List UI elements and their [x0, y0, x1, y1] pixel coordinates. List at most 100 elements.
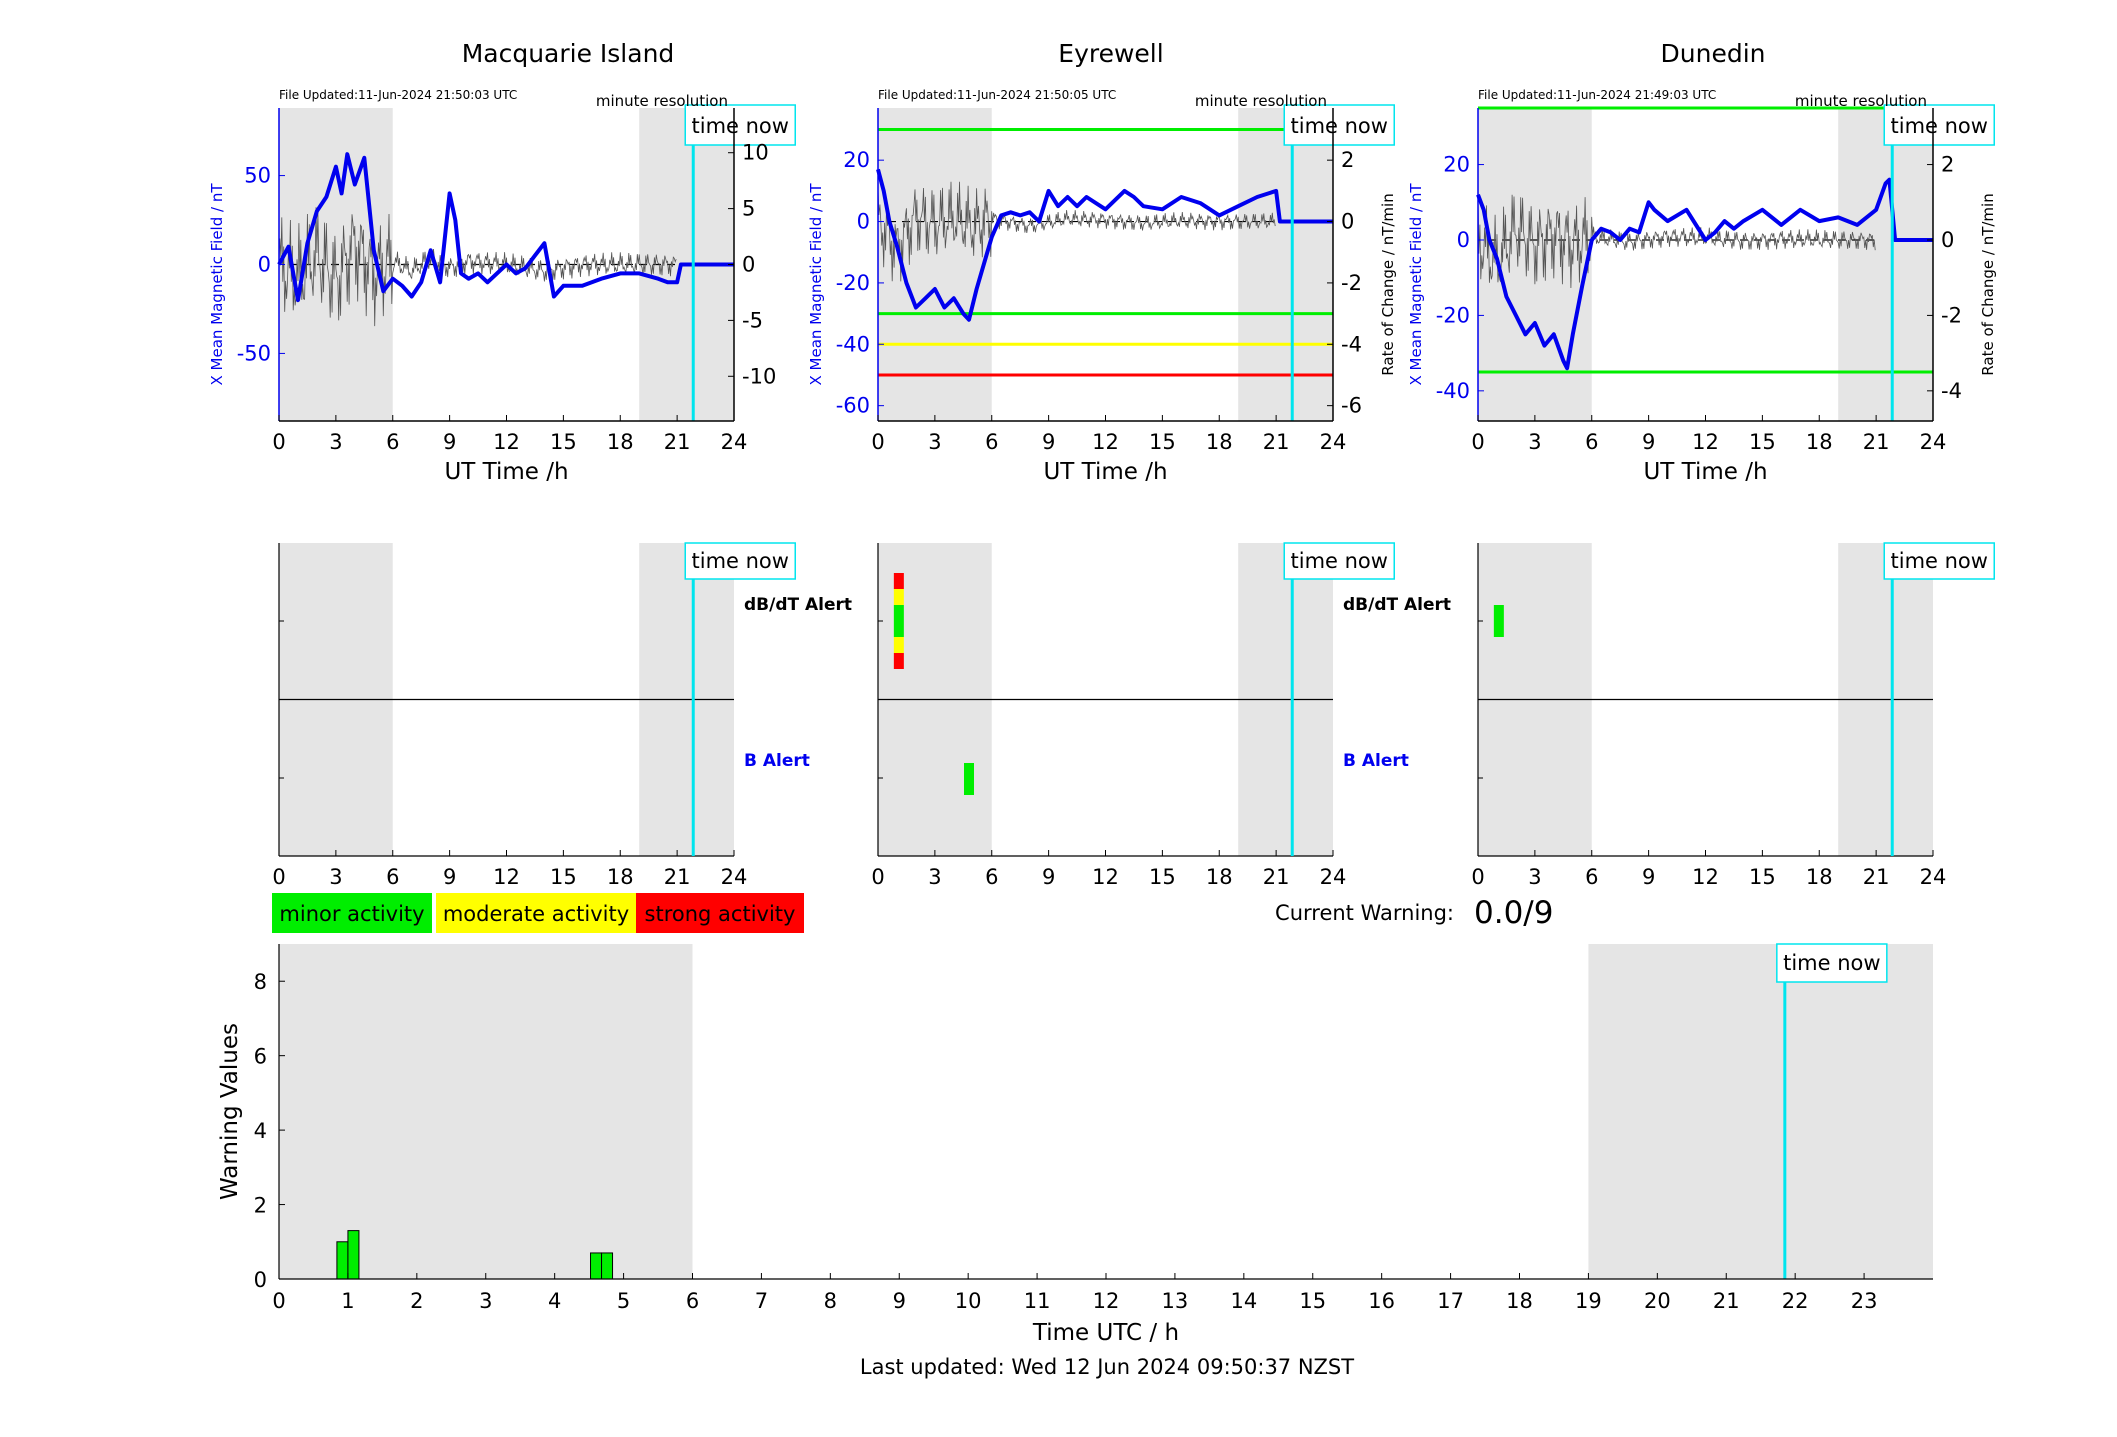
time-now-box [1883, 542, 1995, 580]
x-tick-label: 2 [410, 1289, 423, 1313]
x-tick-label: 21 [1713, 1289, 1740, 1313]
left-tick-label: -60 [836, 394, 870, 418]
activity-legend: minor activity moderate activity strong … [272, 893, 804, 933]
x-tick-label: 6 [686, 1289, 699, 1313]
x-tick-label: 9 [443, 430, 456, 454]
x-tick-label: 15 [1299, 1289, 1326, 1313]
time-now-label: time now [1891, 114, 1988, 138]
last-updated: Last updated: Wed 12 Jun 2024 09:50:37 N… [860, 1355, 1354, 1379]
x-tick-label: 3 [928, 865, 941, 889]
time-now-label: time now [1291, 114, 1388, 138]
x-tick-label: 15 [1749, 430, 1776, 454]
x-tick-label: 6 [1585, 430, 1598, 454]
x-tick-label: 3 [479, 1289, 492, 1313]
alert-panel-1: time now 0 3 6 9 12 15 18 21 24 dB/dT Alert B Alert [871, 542, 1451, 889]
time-now-label: time now [1783, 951, 1880, 975]
x-axis-label: UT Time /h [444, 459, 568, 485]
time-now-label: time now [1891, 549, 1988, 573]
x-tick-label: 0 [1471, 865, 1484, 889]
dbdt-alert-label: dB/dT Alert [1343, 595, 1451, 615]
x-tick-label: 12 [493, 865, 520, 889]
right-tick-label: 2 [1341, 148, 1354, 172]
x-tick-label: 3 [1528, 430, 1541, 454]
time-now-box [1883, 104, 1995, 146]
x-tick-label: 18 [1206, 430, 1233, 454]
x-tick-label: 19 [1575, 1289, 1602, 1313]
x-tick-label: 6 [985, 865, 998, 889]
right-tick-label: 0 [1941, 228, 1954, 252]
rate-of-change-line [278, 207, 677, 327]
resolution-label: minute resolution [596, 92, 728, 110]
station-title-1: Eyrewell [1058, 39, 1163, 68]
b-alert-label: B Alert [1343, 751, 1409, 771]
x-tick-label: 24 [1920, 865, 1947, 889]
x-tick-label: 21 [1263, 865, 1290, 889]
file-updated-text: File Updated:11-Jun-2024 21:50:03 UTC [279, 88, 517, 102]
x-tick-label: 24 [1320, 430, 1347, 454]
x-tick-label: 15 [550, 430, 577, 454]
x-tick-label: 6 [985, 430, 998, 454]
rate-of-change-line [1477, 194, 1876, 289]
right-tick-label: -10 [742, 364, 776, 388]
x-tick-label: 8 [824, 1289, 837, 1313]
shade-region [279, 944, 693, 1279]
shade-region [1478, 108, 1592, 421]
left-axis-label: X Mean Magnetic Field / nT [208, 183, 226, 386]
x-tick-label: 14 [1230, 1289, 1257, 1313]
x-tick-label: 23 [1851, 1289, 1878, 1313]
alert-panel-0: time now 0 3 6 9 12 15 18 21 24 dB/dT Alert B Alert [272, 542, 852, 889]
x-tick-label: 18 [1506, 1289, 1533, 1313]
x-tick-label: 18 [607, 865, 634, 889]
magnetic-field-line [876, 168, 1333, 322]
time-now-box [1283, 542, 1395, 580]
x-tick-label: 15 [550, 865, 577, 889]
x-tick-label: 9 [1042, 865, 1055, 889]
right-tick-label: -2 [1941, 303, 1962, 327]
shade-region [1838, 108, 1933, 421]
b-alert-label: B Alert [744, 751, 810, 771]
right-tick-label: -5 [742, 308, 763, 332]
time-now-label: time now [1291, 549, 1388, 573]
x-tick-label: 11 [1024, 1289, 1051, 1313]
dbdt-alert-bar [1493, 605, 1504, 621]
resolution-label: minute resolution [1795, 92, 1927, 110]
x-tick-label: 12 [1092, 430, 1119, 454]
time-now-box [1776, 943, 1888, 983]
time-now-label: time now [692, 114, 789, 138]
x-axis-label: UT Time /h [1043, 459, 1167, 485]
shade-region [878, 108, 992, 421]
x-tick-label: 9 [1642, 430, 1655, 454]
y-axis-label: Warning Values [217, 1023, 243, 1200]
dbdt-alert-bar [893, 621, 904, 637]
warning-bar [347, 1230, 360, 1280]
x-tick-label: 21 [664, 430, 691, 454]
x-tick-label: 1 [341, 1289, 354, 1313]
x-tick-label: 24 [721, 430, 748, 454]
x-tick-label: 3 [928, 430, 941, 454]
file-updated-text: File Updated:11-Jun-2024 21:50:05 UTC [878, 88, 1116, 102]
b-alert-bar [964, 763, 974, 795]
dbdt-alert-label: dB/dT Alert [744, 595, 852, 615]
current-warning-label: Current Warning: [1275, 901, 1454, 925]
left-tick-label: 0 [1457, 228, 1470, 252]
y-tick-label: 6 [254, 1045, 267, 1069]
x-tick-label: 12 [493, 430, 520, 454]
current-warning-value: 0.0/9 [1474, 895, 1553, 931]
warning-bar [601, 1252, 614, 1280]
x-tick-label: 9 [1042, 430, 1055, 454]
magnetic-field-line [1476, 177, 1933, 371]
x-tick-label: 17 [1437, 1289, 1464, 1313]
x-tick-label: 9 [443, 865, 456, 889]
y-tick-label: 2 [254, 1194, 267, 1218]
x-tick-label: 9 [1642, 865, 1655, 889]
x-axis-label: UT Time /h [1643, 459, 1767, 485]
x-tick-label: 6 [1585, 865, 1598, 889]
left-tick-label: -50 [237, 341, 271, 365]
time-now-box [684, 542, 796, 580]
x-tick-label: 20 [1644, 1289, 1671, 1313]
right-tick-label: 5 [742, 197, 755, 221]
right-tick-label: 0 [1341, 210, 1354, 234]
